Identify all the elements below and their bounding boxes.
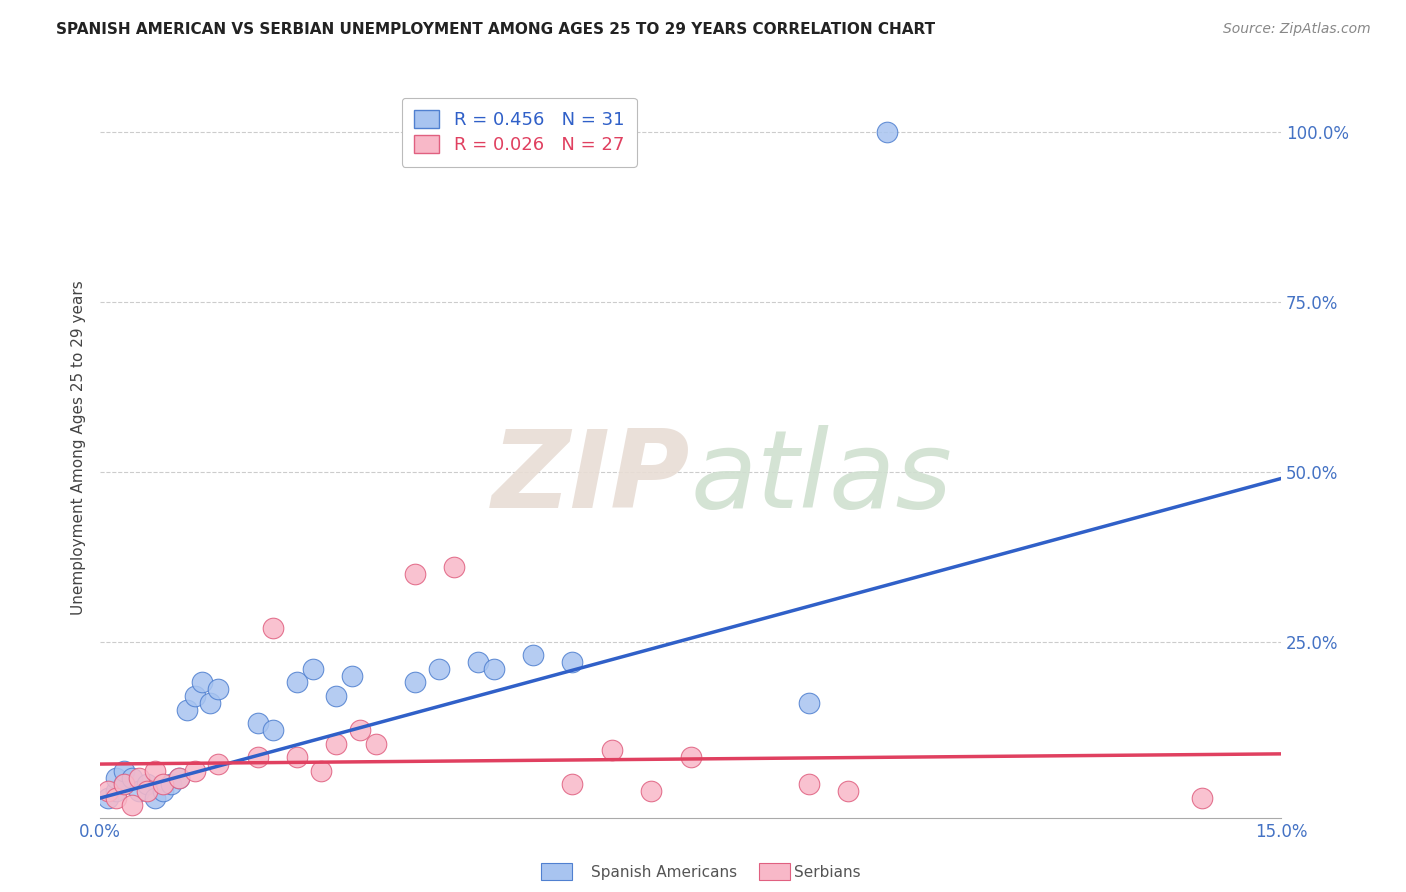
Point bbox=[200, 696, 222, 710]
Point bbox=[262, 723, 284, 737]
Point bbox=[679, 750, 702, 764]
Y-axis label: Unemployment Among Ages 25 to 29 years: Unemployment Among Ages 25 to 29 years bbox=[72, 281, 86, 615]
Point bbox=[482, 662, 505, 676]
Point bbox=[301, 662, 323, 676]
Point bbox=[97, 784, 120, 798]
Point bbox=[112, 777, 135, 791]
Point bbox=[262, 621, 284, 635]
Legend: R = 0.456   N = 31, R = 0.026   N = 27: R = 0.456 N = 31, R = 0.026 N = 27 bbox=[402, 97, 637, 167]
Point bbox=[167, 771, 190, 785]
Point bbox=[364, 737, 387, 751]
Text: Serbians: Serbians bbox=[794, 865, 860, 880]
Point bbox=[325, 737, 347, 751]
Point bbox=[797, 777, 820, 791]
Point bbox=[600, 743, 623, 757]
Point bbox=[191, 675, 214, 690]
Point bbox=[104, 784, 127, 798]
Point bbox=[349, 723, 371, 737]
Point bbox=[325, 689, 347, 703]
Point bbox=[561, 777, 583, 791]
Point bbox=[404, 675, 426, 690]
Point bbox=[404, 566, 426, 581]
Point bbox=[876, 125, 898, 139]
Point bbox=[104, 791, 127, 805]
Point bbox=[1191, 791, 1213, 805]
Point bbox=[837, 784, 859, 798]
Point bbox=[522, 648, 544, 663]
Point bbox=[207, 682, 229, 697]
Point bbox=[143, 791, 166, 805]
Point bbox=[97, 791, 120, 805]
Point bbox=[246, 750, 269, 764]
Text: ZIP: ZIP bbox=[492, 425, 690, 531]
Point bbox=[160, 777, 183, 791]
Point bbox=[128, 771, 150, 785]
Point bbox=[309, 764, 332, 778]
Point bbox=[285, 750, 308, 764]
Point bbox=[136, 784, 159, 798]
Point bbox=[183, 764, 205, 778]
Text: Source: ZipAtlas.com: Source: ZipAtlas.com bbox=[1223, 22, 1371, 37]
Point bbox=[143, 764, 166, 778]
Point bbox=[121, 771, 143, 785]
Point bbox=[167, 771, 190, 785]
Point bbox=[112, 764, 135, 778]
Point bbox=[112, 777, 135, 791]
Point bbox=[152, 784, 174, 798]
Point bbox=[561, 655, 583, 669]
Text: SPANISH AMERICAN VS SERBIAN UNEMPLOYMENT AMONG AGES 25 TO 29 YEARS CORRELATION C: SPANISH AMERICAN VS SERBIAN UNEMPLOYMENT… bbox=[56, 22, 935, 37]
Point bbox=[104, 771, 127, 785]
Point bbox=[152, 777, 174, 791]
Point bbox=[340, 669, 363, 683]
Point bbox=[443, 560, 465, 574]
Point bbox=[207, 757, 229, 772]
Point bbox=[136, 777, 159, 791]
Point bbox=[246, 716, 269, 731]
Point bbox=[640, 784, 662, 798]
Point bbox=[797, 696, 820, 710]
Text: atlas: atlas bbox=[690, 425, 952, 530]
Point bbox=[467, 655, 489, 669]
Point bbox=[183, 689, 205, 703]
Point bbox=[285, 675, 308, 690]
Point bbox=[121, 797, 143, 812]
Point bbox=[427, 662, 450, 676]
Point bbox=[176, 703, 198, 717]
Text: Spanish Americans: Spanish Americans bbox=[591, 865, 737, 880]
Point bbox=[128, 784, 150, 798]
